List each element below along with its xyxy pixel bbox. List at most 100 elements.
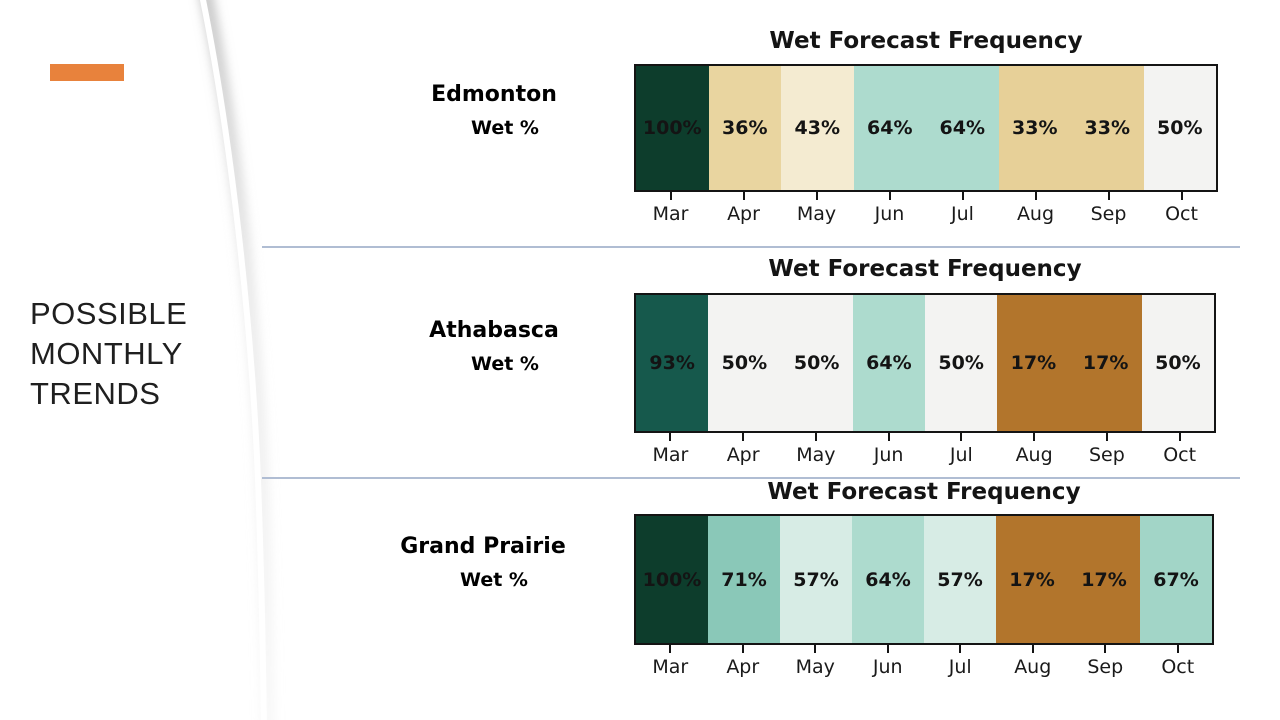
- month-column: Apr: [707, 645, 780, 678]
- heatmap-cell: 50%: [780, 295, 853, 431]
- month-column: Aug: [999, 192, 1072, 225]
- heatmap-cell: 36%: [708, 66, 781, 190]
- month-label: Apr: [726, 444, 760, 466]
- section-divider: [262, 477, 1240, 479]
- month-label: Jun: [872, 656, 903, 678]
- month-column: May: [779, 645, 852, 678]
- heatmap: 100% 71% 57% 64% 57% 17% 17% 67%: [634, 514, 1214, 645]
- month-label: Oct: [1163, 444, 1197, 466]
- axis-tick: [669, 645, 672, 653]
- heatmap-cell: 64%: [853, 66, 926, 190]
- axis-tick: [1178, 433, 1181, 441]
- month-label: May: [796, 203, 837, 225]
- heatmap-cell: 71%: [708, 516, 780, 643]
- axis-tick: [1031, 645, 1034, 653]
- month-axis: Mar Apr May Jun Jul Aug Sep Oct: [634, 192, 1218, 225]
- heatmap-cell: 100%: [636, 516, 708, 643]
- month-label: Oct: [1165, 203, 1198, 225]
- month-label: Apr: [726, 656, 760, 678]
- heatmap-cell: 100%: [636, 66, 709, 190]
- month-label: Jul: [951, 203, 974, 225]
- heatmap-cell: 93%: [636, 295, 709, 431]
- accent-bar: [50, 64, 124, 81]
- month-column: May: [780, 192, 853, 225]
- axis-tick: [669, 192, 672, 200]
- month-label: Aug: [1015, 444, 1053, 466]
- axis-tick: [742, 192, 745, 200]
- axis-tick: [888, 192, 891, 200]
- chart-row-label-block: Grand Prairie Wet %: [363, 534, 603, 591]
- axis-tick: [1034, 192, 1037, 200]
- month-column: Aug: [997, 645, 1070, 678]
- axis-tick: [1033, 433, 1036, 441]
- month-column: Jul: [925, 433, 998, 466]
- month-column: Jun: [852, 433, 925, 466]
- month-column: Apr: [707, 192, 780, 225]
- city-label: Athabasca: [429, 318, 559, 343]
- month-label: Jul: [949, 444, 973, 466]
- heatmap-cell: 43%: [781, 66, 854, 190]
- month-column: Apr: [707, 433, 780, 466]
- month-label: Jun: [874, 203, 905, 225]
- heatmap-cell: 33%: [998, 66, 1071, 190]
- heatmap-cell: 50%: [1141, 295, 1214, 431]
- axis-tick: [1176, 645, 1179, 653]
- heatmap-cell: 64%: [852, 516, 924, 643]
- month-axis: Mar Apr May Jun Jul Aug Sep Oct: [634, 645, 1214, 678]
- month-column: May: [780, 433, 853, 466]
- axis-tick: [887, 433, 890, 441]
- slide-title-line: MONTHLY: [30, 336, 183, 371]
- slide-title-line: POSSIBLE: [30, 296, 188, 331]
- axis-tick: [1104, 645, 1107, 653]
- slide-title: POSSIBLE MONTHLY TRENDS: [30, 294, 187, 414]
- month-column: Sep: [1072, 192, 1145, 225]
- month-label: Aug: [1014, 656, 1052, 678]
- city-label: Edmonton: [431, 82, 557, 107]
- month-column: Aug: [998, 433, 1071, 466]
- chart-title: Wet Forecast Frequency: [769, 28, 1083, 54]
- axis-tick: [1105, 433, 1108, 441]
- axis-tick: [814, 433, 817, 441]
- heatmap-cell: 57%: [780, 516, 852, 643]
- heatmap-cell: 50%: [925, 295, 998, 431]
- month-label: Jun: [873, 444, 904, 466]
- axis-tick: [815, 192, 818, 200]
- month-label: Mar: [652, 444, 689, 466]
- month-column: Jun: [853, 192, 926, 225]
- heatmap-cell: 57%: [924, 516, 996, 643]
- axis-tick: [814, 645, 817, 653]
- month-column: Mar: [634, 645, 707, 678]
- heatmap-cell: 17%: [997, 295, 1070, 431]
- heatmap-cell: 64%: [926, 66, 999, 190]
- heatmap-cell: 17%: [996, 516, 1068, 643]
- chart-title: Wet Forecast Frequency: [768, 256, 1082, 282]
- chart-row-label-block: Athabasca Wet %: [374, 318, 614, 375]
- month-column: Jun: [852, 645, 925, 678]
- chart-title: Wet Forecast Frequency: [767, 479, 1081, 505]
- row-label: Wet %: [471, 353, 539, 376]
- section-divider: [262, 246, 1240, 248]
- month-column: Sep: [1071, 433, 1144, 466]
- heatmap: 93% 50% 50% 64% 50% 17% 17% 50%: [634, 293, 1216, 433]
- month-label: Apr: [727, 203, 760, 225]
- month-column: Oct: [1145, 192, 1218, 225]
- month-label: Aug: [1016, 203, 1055, 225]
- month-label: Mar: [652, 203, 689, 225]
- month-label: Sep: [1087, 656, 1124, 678]
- axis-tick: [741, 645, 744, 653]
- heatmap-cell: 50%: [708, 295, 781, 431]
- month-label: May: [796, 444, 836, 466]
- month-axis: Mar Apr May Jun Jul Aug Sep Oct: [634, 433, 1216, 466]
- heatmap-cell: 17%: [1069, 295, 1142, 431]
- heatmap-cell: 33%: [1071, 66, 1144, 190]
- month-column: Oct: [1143, 433, 1216, 466]
- month-column: Sep: [1069, 645, 1142, 678]
- city-label: Grand Prairie: [400, 534, 566, 559]
- month-label: Mar: [652, 656, 689, 678]
- heatmap-cell: 17%: [1068, 516, 1140, 643]
- month-label: Oct: [1161, 656, 1195, 678]
- axis-tick: [886, 645, 889, 653]
